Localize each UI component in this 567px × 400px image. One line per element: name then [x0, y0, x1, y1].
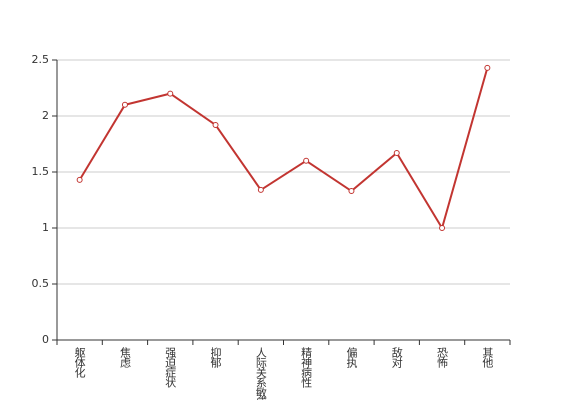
x-tick-label: 其他 — [481, 347, 494, 368]
x-tick-label: 躯体化 — [73, 347, 86, 379]
point — [303, 157, 310, 164]
x-tick-label: 抑郁 — [209, 346, 222, 368]
point — [484, 64, 491, 71]
x-tick-label: 敌对 — [390, 346, 403, 368]
point — [393, 149, 400, 156]
x-tick-label: 偏执 — [345, 346, 358, 369]
line — [78, 67, 489, 231]
x-tick-label: 强迫症状 — [164, 347, 177, 388]
point — [348, 188, 355, 195]
y-tick-label: 0 — [42, 333, 49, 346]
point — [212, 121, 219, 128]
x-tick-label: 恐怖 — [436, 347, 449, 368]
x-tick-label: 焦虑 — [118, 347, 131, 368]
y-tick-label: 2.5 — [32, 53, 50, 66]
point — [439, 225, 446, 231]
y-tick-label: 1.5 — [32, 165, 50, 178]
y-tick-label: 0.5 — [32, 277, 50, 290]
point — [167, 90, 174, 97]
point — [121, 101, 128, 108]
point — [76, 176, 83, 183]
y-tick-label: 1 — [42, 221, 49, 234]
y-tick-label: 2 — [42, 109, 49, 122]
x-tick-label: 精神病性 — [300, 347, 313, 389]
point — [257, 186, 264, 193]
x-tick-label: 人际关系敏感 — [254, 347, 267, 400]
